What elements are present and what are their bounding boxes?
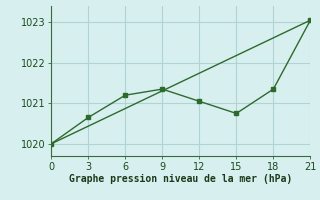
X-axis label: Graphe pression niveau de la mer (hPa): Graphe pression niveau de la mer (hPa)	[69, 174, 292, 184]
